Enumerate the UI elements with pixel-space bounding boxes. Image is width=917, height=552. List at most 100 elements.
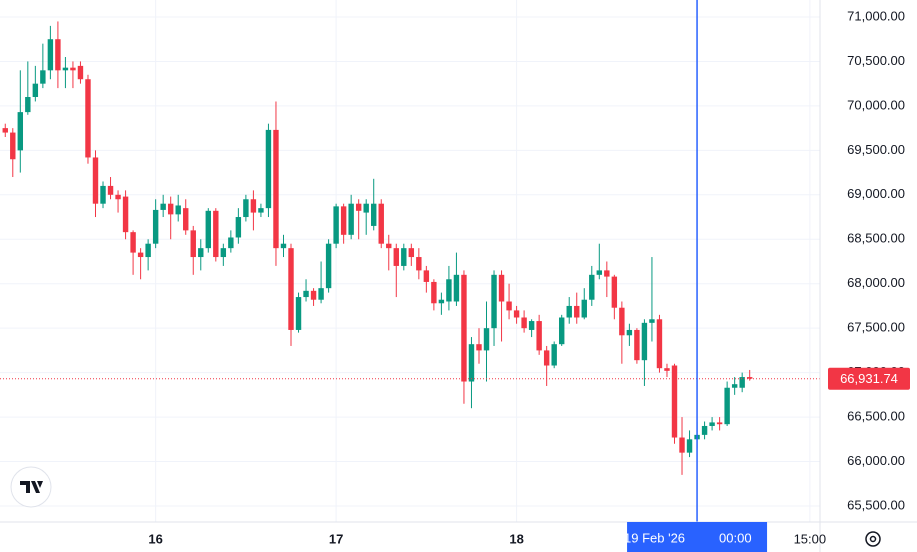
last-price-label: 66,931.74 [840,371,898,386]
logo-circle [10,466,52,508]
candle-body [438,299,445,304]
candle-body [303,290,309,298]
settings-button[interactable] [865,531,881,547]
candle-body [423,270,430,282]
crosshair-label-box [627,522,768,552]
candle-body [273,129,279,249]
candle-body [92,157,99,204]
candle-body [371,203,377,226]
candle-body [709,422,715,426]
candle-body [70,67,76,71]
candle-body [265,129,272,209]
candle-body [574,305,580,318]
candle-body [671,365,678,438]
candle-body [40,70,46,84]
candle-body [340,206,347,235]
candle-body [416,257,422,271]
candle-body [220,248,227,258]
candle-body [288,248,294,330]
candle-body [596,270,603,275]
candle-body [506,301,512,311]
crosshair-date: 19 Feb '26 [624,530,685,545]
candle-body [739,377,745,388]
candle-body [634,329,640,361]
candle-body [468,344,475,382]
candle-body [55,39,61,71]
candle-body [543,350,550,366]
candle-body [363,203,369,213]
candle-body [446,279,452,302]
grid [0,0,820,522]
x-tick-label: 18 [509,531,523,546]
candle-body [378,203,384,244]
candle-body [333,206,339,244]
candle-body [461,274,467,382]
candle-body [498,274,505,302]
candle-body [25,97,31,113]
candle-body [724,387,730,425]
candle-body [491,274,497,329]
candle-body [746,377,753,379]
y-tick-label: 66,500.00 [847,409,905,424]
candle-body [2,128,8,133]
candle-body [160,203,166,210]
candle-body [348,203,354,235]
x-tick-label: 17 [329,531,343,546]
candle-body [310,290,317,300]
candle-body [686,439,693,453]
candle-body [295,297,302,330]
logo-mark [20,481,43,493]
candle-body [626,329,633,336]
candle-body [167,203,174,215]
candle-body [528,321,535,330]
candle-body [122,196,129,233]
x-tick-label: 15:00 [794,531,827,546]
candle-body [318,288,324,300]
candle-body [145,243,151,258]
candle-body [190,230,196,258]
candle-body [355,203,362,211]
y-tick-label: 68,000.00 [847,275,905,290]
candle-body [183,208,189,231]
candle-body [581,299,587,318]
candle-body [10,132,16,160]
candle-body [386,243,392,249]
candle-body [558,317,565,345]
candle-body [664,368,670,371]
candle-body [115,194,121,200]
y-tick-label: 68,500.00 [847,231,905,246]
candle-body [604,270,610,277]
plot-area [0,0,820,522]
candle-body [393,248,399,266]
candle-body [701,425,708,435]
candle-body [85,79,91,158]
gear-outer [865,531,881,547]
candle-body [483,328,490,351]
candle-body [656,319,663,369]
candle-body [47,39,54,71]
candle-body [566,305,572,318]
candle-body [619,307,625,336]
candle-body [213,210,219,258]
candle-body [32,83,39,98]
candle-body [250,199,257,213]
candle-body [175,205,181,215]
candle-body [137,252,144,258]
candle-body [198,248,204,258]
candle-body [62,67,69,71]
candle-body [453,274,460,302]
tradingview-logo[interactable] [10,466,52,508]
candle-body [100,185,106,204]
candle-body [589,274,595,300]
last-price-label-box [828,367,910,390]
axes: 65,500.0066,000.0066,500.0067,000.0067,5… [148,8,910,552]
candle-body [521,317,527,329]
y-tick-label: 71,000.00 [847,8,905,23]
candle-body [243,199,249,218]
candle-body [107,185,114,195]
candle-body [152,209,159,244]
candle-body [476,344,482,351]
y-tick-label: 65,500.00 [847,497,905,512]
candle-body [401,248,407,266]
